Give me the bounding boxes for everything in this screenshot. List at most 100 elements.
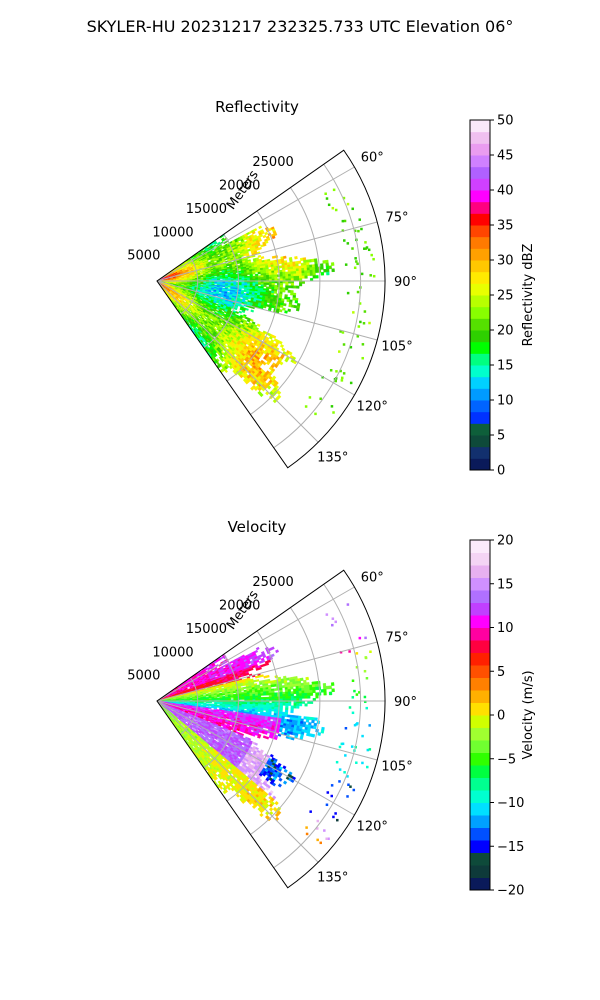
data-speckle [330,405,334,408]
colorbar-tick-label: 25 [497,289,514,304]
data-cell [260,277,264,280]
data-speckle [361,356,364,360]
data-speckle [370,253,373,257]
data-cell [282,269,286,273]
data-speckle [332,188,336,192]
data-cell [258,246,262,251]
data-cell [268,274,273,278]
data-cell [282,255,287,259]
data-cell [274,276,278,280]
data-cell [312,272,316,276]
angular-tick-label: 75° [386,211,409,226]
data-cell [266,237,271,242]
colorbar-swatch [470,260,490,273]
data-cell [294,300,299,304]
data-cell [247,277,251,280]
data-cell [290,268,294,272]
colorbar-swatch [470,131,490,144]
data-cell [290,273,294,277]
data-cell [288,276,292,279]
data-cell [242,683,247,687]
data-cell [249,318,254,322]
data-cell [297,260,302,264]
angular-tick-label: 60° [361,151,384,166]
data-cells [156,188,376,416]
radial-tick-label: 25000 [252,155,293,170]
data-cell [306,262,310,266]
data-cell [212,244,216,248]
data-cell [266,276,270,280]
data-cell [290,283,294,286]
data-speckle [359,320,362,324]
data-speckle [357,325,361,328]
colorbar-swatch [470,213,490,226]
data-cell [298,265,302,269]
colorbar-swatch [470,143,490,156]
data-cell [314,266,319,271]
data-speckle [343,239,346,242]
data-cell [258,238,262,243]
data-cell [266,674,270,678]
data-speckle [372,257,375,261]
data-cell [279,344,285,349]
data-cell [257,275,262,278]
data-cell [197,277,201,280]
colorbar-swatch [470,248,490,261]
data-cell [285,273,289,277]
data-cell [274,274,278,278]
data-speckle [314,412,317,416]
data-cell [330,262,335,266]
data-cell [255,679,260,682]
data-cell [296,273,300,277]
data-cell [237,267,242,270]
data-cell [243,289,248,293]
data-cell [301,275,305,279]
data-speckle [349,381,353,385]
data-cell [222,285,226,288]
data-cell [287,285,292,289]
data-speckle [357,229,360,233]
data-speckle [365,246,369,249]
data-speckle [346,202,350,206]
data-cell [268,282,273,286]
data-speckle [334,208,338,212]
data-speckle [360,227,363,231]
data-speckle [372,274,376,278]
colorbar-swatch [470,166,490,179]
data-cell [254,270,259,273]
data-cell [312,269,316,274]
data-cell [274,284,278,288]
data-cell [267,264,272,268]
colorbar-swatch [470,388,490,401]
data-cell [271,282,275,286]
data-cell [245,307,249,311]
data-cell [271,272,275,276]
data-cell [245,297,249,301]
data-cell [271,276,275,280]
data-cell [282,276,286,280]
data-cell [282,289,286,293]
data-cell [262,243,267,247]
data-cell [293,268,297,272]
angular-tick-label: 135° [317,451,348,466]
data-cell [309,264,313,268]
colorbar-swatch [470,411,490,424]
colorbar-swatch [470,190,490,203]
data-cell [256,323,261,327]
colorbar-swatch [470,318,490,331]
data-cell [278,265,283,269]
data-cell [273,232,278,237]
data-speckle [319,397,322,401]
colorbar-swatch [470,423,490,436]
radial-tick-label: 5000 [127,249,160,264]
data-cell [295,268,300,272]
data-cell [294,256,298,260]
data-cell [303,265,308,269]
data-speckle [362,322,366,325]
data-cell [309,272,314,276]
data-cell [293,273,297,277]
data-cell [257,271,261,275]
angular-tick-label: 105° [381,339,412,354]
data-cell [210,289,214,292]
data-cell [218,290,223,293]
